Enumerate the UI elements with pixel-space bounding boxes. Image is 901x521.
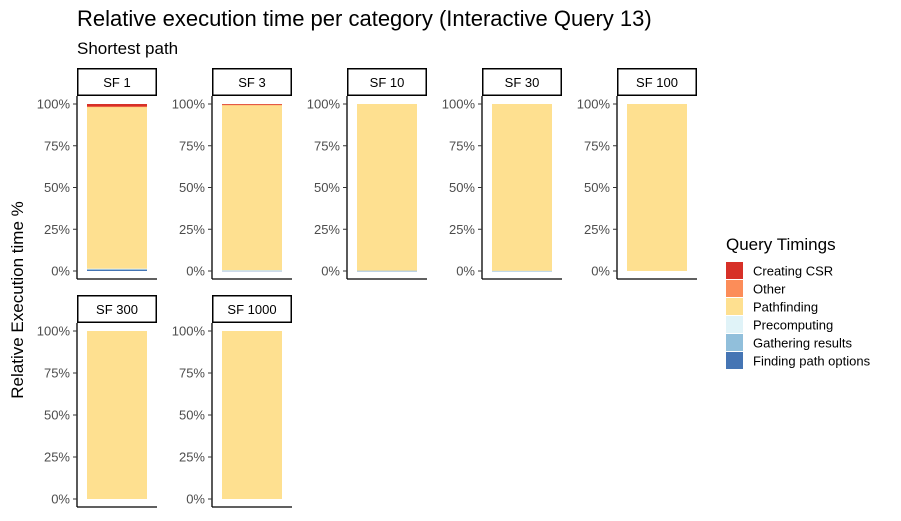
y-tick-label: 0%: [591, 264, 610, 279]
legend-item-creating-csr: Creating CSR: [726, 262, 833, 279]
y-tick-label: 50%: [44, 180, 70, 195]
facet-panels: SF 10%25%50%75%100%SF 30%25%50%75%100%SF…: [37, 68, 697, 508]
bar-segment-gathering-results: [87, 268, 147, 270]
legend-label: Precomputing: [753, 318, 833, 333]
bar-segment-pathfinding: [222, 104, 282, 271]
y-tick-label: 100%: [577, 97, 611, 112]
y-tick-label: 0%: [186, 492, 205, 507]
legend-item-pathfinding: Pathfinding: [726, 298, 818, 315]
bar-segment-gathering-results: [357, 270, 417, 272]
bar-segment-finding-path-options: [87, 269, 147, 271]
legend-item-gathering-results: Gathering results: [726, 334, 852, 351]
legend-label: Gathering results: [753, 336, 852, 351]
facet-panel-sf-1000: SF 1000 0% 25% 50% 75% 100%: [172, 295, 292, 508]
facet-panel-sf-100: SF 100 0% 25% 50% 75% 100%: [577, 68, 697, 280]
legend-label: Creating CSR: [753, 264, 833, 279]
legend-label: Pathfinding: [753, 300, 818, 315]
facet-strip-sf-10: [347, 68, 427, 96]
facet-panel-sf-3: SF 3 0% 25% 50% 75% 100%: [172, 68, 292, 280]
legend-title: Query Timings: [726, 235, 836, 254]
y-tick-label: 100%: [172, 324, 206, 339]
bar-segment-pathfinding: [87, 331, 147, 499]
y-tick-label: 100%: [37, 97, 71, 112]
facet-strip-label: SF 300: [96, 302, 138, 317]
facet-strip-sf-100: [617, 68, 697, 96]
y-tick-label: 25%: [44, 222, 70, 237]
facet-panel-sf-30: SF 30 0% 25% 50% 75% 100%: [442, 68, 562, 280]
bar-segment-other: [87, 106, 147, 108]
legend-label: Finding path options: [753, 354, 871, 369]
bar-segment-creating-csr: [87, 104, 147, 107]
y-tick-label: 100%: [172, 97, 206, 112]
facet-panel-sf-300: SF 300 0% 25% 50% 75% 100%: [37, 295, 157, 508]
legend: Query Timings Creating CSR Other Pathfindin…: [726, 235, 871, 369]
y-tick-label: 100%: [442, 97, 476, 112]
legend-swatch: [726, 316, 743, 333]
y-tick-label: 75%: [179, 366, 205, 381]
facet-strip-sf-1000: [212, 295, 292, 323]
bar-segment-pathfinding: [492, 104, 552, 271]
facet-strip-sf-300: [77, 295, 157, 323]
bar-segment-precomputing: [87, 268, 147, 270]
facet-strip-label: SF 10: [370, 75, 405, 90]
y-tick-label: 75%: [449, 138, 475, 153]
facet-strip-label: SF 30: [505, 75, 540, 90]
y-tick-label: 75%: [314, 138, 340, 153]
bar-segment-gathering-results: [492, 270, 552, 272]
y-tick-label: 0%: [321, 264, 340, 279]
legend-swatch: [726, 298, 743, 315]
y-tick-label: 25%: [179, 450, 205, 465]
facet-strip-label: SF 3: [238, 75, 265, 90]
legend-swatch: [726, 262, 743, 279]
facet-strip-sf-30: [482, 68, 562, 96]
y-tick-label: 75%: [44, 366, 70, 381]
bar-segment-precomputing: [222, 270, 282, 271]
facet-strip-sf-1: [77, 68, 157, 96]
bar-segment-creating-csr: [222, 104, 282, 105]
y-tick-label: 50%: [584, 180, 610, 195]
chart-subtitle: Shortest path: [77, 39, 178, 58]
y-tick-label: 100%: [307, 97, 341, 112]
facet-strip-sf-3: [212, 68, 292, 96]
y-tick-label: 25%: [314, 222, 340, 237]
bar-segment-other: [222, 104, 282, 106]
y-tick-label: 0%: [186, 264, 205, 279]
y-tick-label: 100%: [37, 324, 71, 339]
facet-strip-label: SF 100: [636, 75, 678, 90]
y-tick-label: 75%: [44, 138, 70, 153]
facet-panel-sf-1: SF 1 0% 25% 50% 75% 100%: [37, 68, 157, 280]
y-tick-label: 25%: [449, 222, 475, 237]
bar-segment-pathfinding: [357, 104, 417, 271]
y-tick-label: 0%: [456, 264, 475, 279]
legend-swatch: [726, 280, 743, 297]
legend-item-finding-path-options: Finding path options: [726, 352, 871, 369]
legend-item-other: Other: [726, 280, 786, 297]
legend-swatch: [726, 334, 743, 351]
y-tick-label: 25%: [179, 222, 205, 237]
y-tick-label: 50%: [179, 408, 205, 423]
y-tick-label: 75%: [584, 138, 610, 153]
legend-swatch: [726, 352, 743, 369]
bar-segment-pathfinding: [222, 331, 282, 499]
y-tick-label: 0%: [51, 264, 70, 279]
chart-title: Relative execution time per category (In…: [77, 6, 652, 31]
y-tick-label: 50%: [44, 408, 70, 423]
y-tick-label: 0%: [51, 492, 70, 507]
bar-segment-pathfinding: [87, 107, 147, 269]
facet-panel-sf-10: SF 10 0% 25% 50% 75% 100%: [307, 68, 427, 280]
y-tick-label: 75%: [179, 138, 205, 153]
bar-segment-finding-path-options: [222, 270, 282, 272]
y-tick-label: 25%: [44, 450, 70, 465]
y-axis-label: Relative Execution time %: [8, 201, 27, 398]
y-tick-label: 25%: [584, 222, 610, 237]
legend-item-precomputing: Precomputing: [726, 316, 833, 333]
legend-label: Other: [753, 282, 786, 297]
facet-strip-label: SF 1000: [227, 302, 276, 317]
facet-strip-label: SF 1: [103, 75, 130, 90]
y-tick-label: 50%: [449, 180, 475, 195]
bar-segment-pathfinding: [627, 104, 687, 271]
y-tick-label: 50%: [314, 180, 340, 195]
y-tick-label: 50%: [179, 180, 205, 195]
